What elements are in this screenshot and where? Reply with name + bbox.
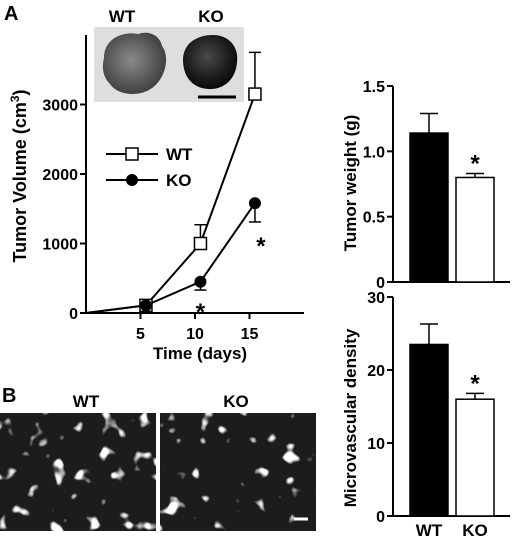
bar-y-tick-label: 20 [367, 363, 385, 380]
weight-chart-y-ticks: 0 0.5 1.0 1.5 [363, 79, 393, 292]
mvd-chart-y-label: Microvascular density [341, 328, 360, 507]
wt-data-point [193, 236, 208, 251]
microvascular-density-chart: 0 10 20 30 * WT KO Microvascular density [341, 290, 510, 540]
line-chart-markers [139, 87, 262, 313]
weight-chart-significance: * [470, 151, 480, 178]
line-chart-x-label: Time (days) [153, 344, 247, 363]
weight-chart-bars [409, 112, 495, 283]
significance-star: * [470, 151, 480, 178]
ko-data-point [139, 299, 152, 312]
line-chart-y-label: Tumor Volume (cm3) [8, 89, 30, 262]
weight-chart-y-label: Tumor weight (g) [341, 115, 360, 252]
line-x-tick-label: 15 [241, 326, 259, 343]
micrograph-label-ko: KO [223, 392, 249, 411]
bar-y-tick-label: 0 [376, 275, 385, 292]
micrograph-panel: WT KO [0, 392, 316, 531]
significance-star: * [256, 233, 266, 260]
bar-ko [455, 176, 495, 283]
tumor-weight-chart: 0 0.5 1.0 1.5 * Tumor weight (g) [341, 79, 510, 292]
line-chart-legend: WT KO [106, 145, 193, 190]
line-series-wt [85, 93, 256, 314]
line-series-ko [85, 202, 256, 314]
bar-y-tick-label: 1.5 [363, 79, 385, 96]
legend-ko-label: KO [166, 171, 192, 190]
mvd-chart-y-ticks: 0 10 20 30 [367, 290, 393, 526]
line-x-tick-label: 10 [186, 326, 204, 343]
bar-ko [455, 398, 495, 517]
tumor-photo-inset: WT KO [94, 7, 244, 102]
ko-micrograph-vessels [160, 413, 316, 531]
ko-data-point [248, 197, 261, 210]
line-y-tick-label: 0 [69, 306, 78, 323]
panel-a-label: A [4, 3, 18, 25]
line-x-tick-label: 5 [136, 326, 145, 343]
ko-data-point [194, 275, 207, 288]
photo-label-wt: WT [109, 7, 136, 26]
bar-category-label: WT [416, 521, 443, 540]
mvd-chart-bars [409, 323, 495, 517]
legend-wt-marker [125, 147, 139, 161]
bar-y-tick-label: 0 [376, 509, 385, 526]
legend-ko-marker [126, 174, 138, 186]
legend-wt-label: WT [166, 145, 193, 164]
bar-y-tick-label: 10 [367, 436, 385, 453]
line-chart-y-ticks: 0 1000 2000 3000 [42, 98, 86, 323]
line-chart-x-ticks: 5 10 15 [136, 313, 259, 343]
line-y-tick-label: 1000 [42, 237, 78, 254]
line-y-tick-label: 2000 [42, 167, 78, 184]
bar-y-tick-label: 0.5 [363, 210, 385, 227]
significance-star: * [196, 299, 206, 326]
mvd-chart-significance: * [470, 370, 480, 397]
wt-data-point [248, 87, 262, 101]
bar-y-tick-label: 30 [367, 290, 385, 307]
line-chart-series [85, 93, 256, 314]
significance-star: * [470, 370, 480, 397]
bar-category-label: KO [462, 521, 488, 540]
panel-b-label: B [2, 385, 16, 407]
line-y-tick-label: 3000 [42, 98, 78, 115]
mvd-chart-category-labels: WT KO [416, 521, 488, 540]
photo-label-ko: KO [198, 7, 224, 26]
line-chart-error-bars [194, 51, 261, 291]
line-chart-significance: ** [196, 233, 267, 326]
bar-y-tick-label: 1.0 [363, 144, 385, 161]
wt-tumor-image [102, 32, 167, 94]
bar-wt [409, 343, 449, 517]
ko-tumor-image [183, 35, 238, 90]
micrograph-label-wt: WT [73, 392, 100, 411]
bar-wt [409, 132, 449, 283]
wt-micrograph-vessels [0, 413, 156, 531]
